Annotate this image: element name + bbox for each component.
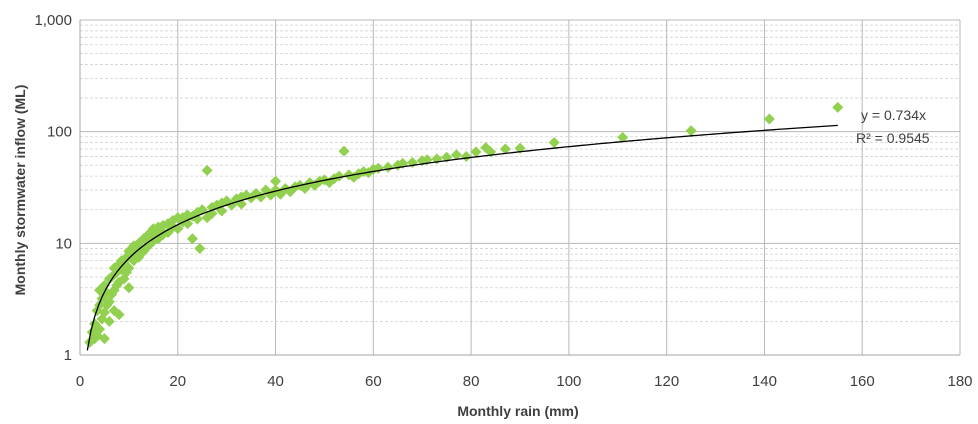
data-point xyxy=(338,145,350,157)
data-point xyxy=(499,143,511,155)
data-point xyxy=(270,175,282,187)
data-point xyxy=(832,101,844,113)
x-axis-title: Monthly rain (mm) xyxy=(457,403,578,419)
data-point xyxy=(450,149,462,161)
data-point xyxy=(191,213,203,225)
data-point xyxy=(201,164,213,176)
y-tick-label: 1 xyxy=(64,347,72,364)
data-point xyxy=(94,323,106,335)
data-point xyxy=(128,255,140,267)
y-tick-label: 100 xyxy=(47,124,72,141)
minor-gridlines xyxy=(80,24,960,322)
trendline-r-squared: R² = 0.9545 xyxy=(856,130,930,146)
data-point xyxy=(460,150,472,162)
data-point xyxy=(685,125,697,137)
trendline-equation: y = 0.734x xyxy=(861,107,926,123)
data-point xyxy=(186,233,198,245)
x-tick-label: 100 xyxy=(556,373,581,390)
trendline xyxy=(86,124,838,351)
x-tick-label: 140 xyxy=(752,373,777,390)
y-tick-label: 1,000 xyxy=(34,12,72,29)
x-tick-label: 20 xyxy=(169,373,186,390)
x-tick-label: 40 xyxy=(267,373,284,390)
x-tick-label: 160 xyxy=(850,373,875,390)
data-point xyxy=(763,113,775,125)
x-tick-label: 80 xyxy=(463,373,480,390)
data-point xyxy=(123,282,135,294)
data-point xyxy=(548,136,560,148)
y-tick-label: 10 xyxy=(55,235,72,252)
x-tick-label: 120 xyxy=(654,373,679,390)
data-point xyxy=(113,309,125,321)
data-point xyxy=(617,131,629,143)
data-point xyxy=(194,242,206,254)
data-point xyxy=(98,333,110,345)
y-axis-title: Monthly stormwater inflow (ML) xyxy=(12,85,28,296)
data-point xyxy=(103,315,115,327)
data-point xyxy=(333,170,345,182)
x-tick-label: 0 xyxy=(76,373,84,390)
y-tick-labels: 1 10 100 1,000 xyxy=(34,12,72,364)
x-tick-label: 180 xyxy=(947,373,972,390)
x-tick-label: 60 xyxy=(365,373,382,390)
data-point xyxy=(123,262,135,274)
x-tick-labels: 0 20 40 60 80 100 120 140 160 180 xyxy=(76,373,973,390)
data-point xyxy=(470,146,482,158)
axes xyxy=(79,20,960,356)
